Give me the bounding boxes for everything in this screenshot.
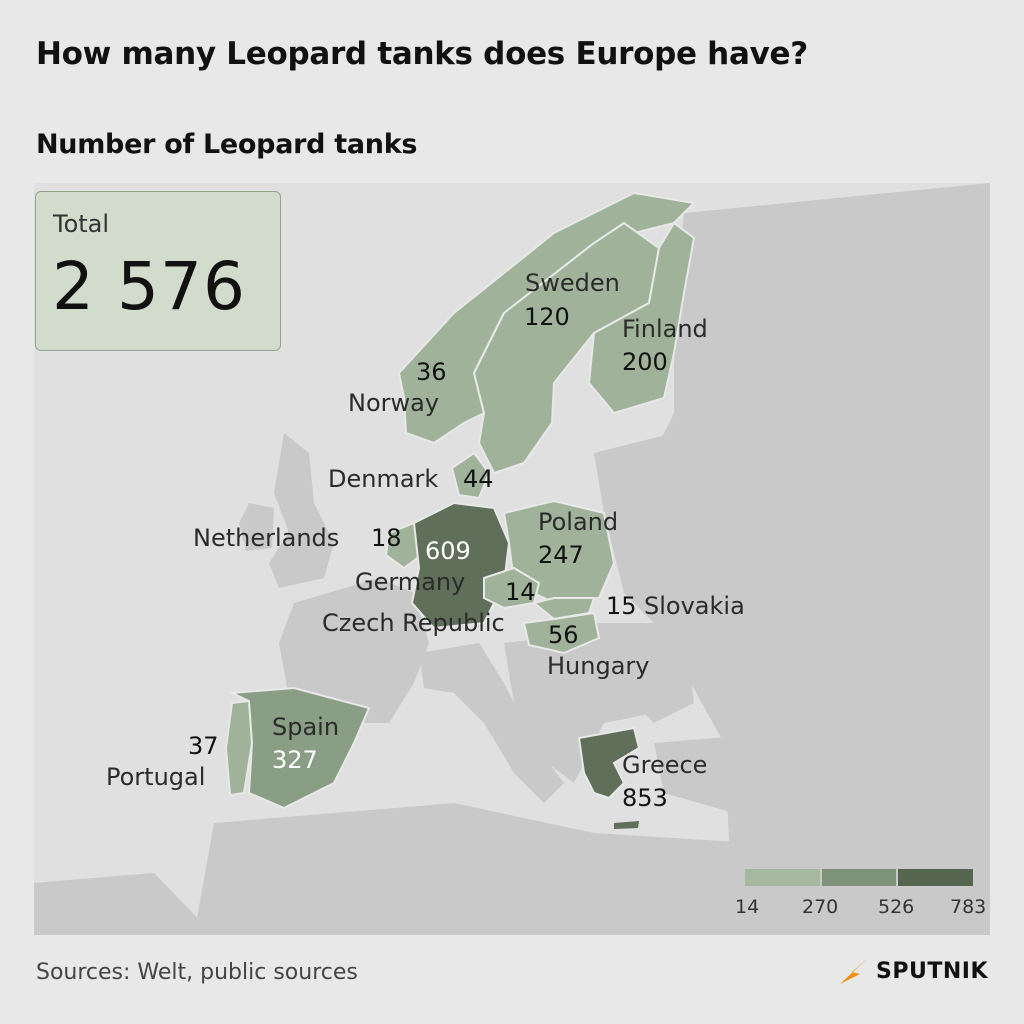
label-finland-name: Finland: [622, 315, 708, 343]
label-hungary-name: Hungary: [547, 652, 650, 680]
label-finland-value: 200: [622, 348, 668, 376]
total-label: Total: [53, 210, 110, 238]
label-netherlands-value: 18: [371, 524, 402, 552]
label-poland-name: Poland: [538, 508, 619, 536]
shape-crete: [614, 821, 639, 829]
label-hungary-value: 56: [548, 621, 579, 649]
label-spain-name: Spain: [272, 713, 340, 741]
label-spain-value: 327: [272, 746, 318, 774]
legend-tick-2: 270: [802, 896, 839, 918]
map-subtitle: Number of Leopard tanks: [36, 129, 418, 160]
shape-greece: [577, 726, 641, 800]
label-greece-name: Greece: [622, 751, 708, 779]
total-box: Total 2 576: [35, 191, 281, 351]
label-norway-name: Norway: [348, 389, 440, 417]
shape-spain: [228, 686, 371, 810]
label-sweden-name: Sweden: [525, 269, 620, 297]
land-romania-bulgaria: [594, 623, 694, 723]
brand-name: SPUTNIK: [876, 958, 988, 984]
land-turkey: [654, 723, 934, 813]
label-portugal-value: 37: [188, 732, 219, 760]
land-north-africa: [194, 803, 794, 935]
label-sweden-value: 120: [524, 303, 570, 331]
legend-tick-4: 783: [950, 896, 987, 918]
sputnik-logo-icon: [840, 958, 868, 984]
land-iceland-coast: [34, 873, 214, 935]
shape-finland: [587, 221, 696, 415]
legend-tick-1: 14: [735, 896, 760, 918]
label-denmark-name: Denmark: [328, 465, 439, 493]
color-legend: [745, 869, 974, 886]
legend-segment-mid: [821, 869, 897, 886]
legend-segment-low: [745, 869, 820, 886]
land-italy-alps: [419, 643, 564, 803]
page-title: How many Leopard tanks does Europe have?: [36, 36, 808, 72]
shape-portugal: [224, 699, 254, 797]
label-netherlands-name: Netherlands: [193, 524, 340, 552]
land-uk: [269, 433, 334, 588]
land-france: [279, 578, 429, 723]
label-slovakia-value: 15: [606, 592, 637, 620]
label-poland-value: 247: [538, 541, 584, 569]
total-value: 2 576: [52, 248, 246, 325]
label-norway-value: 36: [416, 358, 447, 386]
shape-denmark: [450, 451, 491, 500]
map-shapes: [34, 183, 990, 935]
legend-segment-high: [898, 869, 974, 886]
legend-tick-3: 526: [878, 896, 915, 918]
label-germany-value: 609: [425, 537, 471, 565]
label-portugal-name: Portugal: [106, 763, 206, 791]
land-arctic-coast: [694, 223, 834, 313]
label-czech-name: Czech Republic: [322, 609, 505, 637]
label-czech-value: 14: [505, 578, 536, 606]
land-baltic-belarus-ukraine: [594, 433, 794, 653]
label-denmark-value: 44: [463, 465, 494, 493]
source-note: Sources: Welt, public sources: [36, 960, 358, 985]
label-slovakia-name: Slovakia: [644, 592, 745, 620]
land-ireland: [239, 503, 274, 551]
shape-hungary: [522, 611, 601, 655]
shape-slovakia: [531, 597, 596, 621]
europe-map: [34, 183, 990, 935]
brand-logo: SPUTNIK: [838, 956, 988, 986]
label-germany-name: Germany: [355, 568, 466, 596]
label-greece-value: 853: [622, 784, 668, 812]
